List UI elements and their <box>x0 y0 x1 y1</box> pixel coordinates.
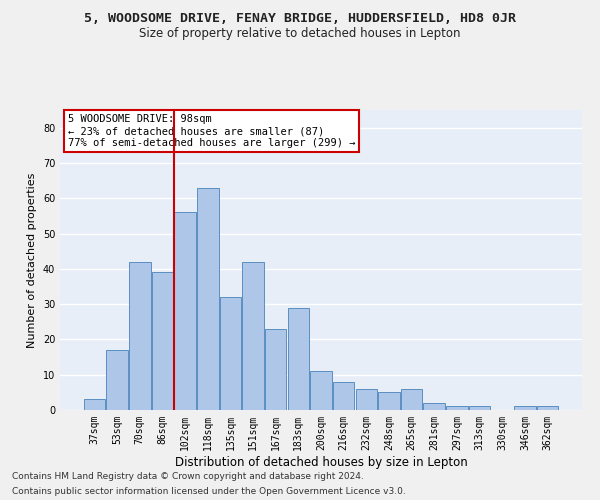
Bar <box>265 329 286 410</box>
Text: 5 WOODSOME DRIVE: 98sqm
← 23% of detached houses are smaller (87)
77% of semi-de: 5 WOODSOME DRIVE: 98sqm ← 23% of detache… <box>68 114 355 148</box>
Bar <box>197 188 218 410</box>
Bar <box>356 389 377 410</box>
Text: Contains HM Land Registry data © Crown copyright and database right 2024.: Contains HM Land Registry data © Crown c… <box>12 472 364 481</box>
Bar <box>401 389 422 410</box>
Bar <box>175 212 196 410</box>
Bar <box>129 262 151 410</box>
Bar <box>469 406 490 410</box>
Bar <box>287 308 309 410</box>
Bar <box>537 406 558 410</box>
Bar <box>220 297 241 410</box>
Bar <box>424 403 445 410</box>
X-axis label: Distribution of detached houses by size in Lepton: Distribution of detached houses by size … <box>175 456 467 468</box>
Bar <box>84 400 105 410</box>
Bar <box>152 272 173 410</box>
Bar <box>106 350 128 410</box>
Bar <box>446 406 467 410</box>
Text: 5, WOODSOME DRIVE, FENAY BRIDGE, HUDDERSFIELD, HD8 0JR: 5, WOODSOME DRIVE, FENAY BRIDGE, HUDDERS… <box>84 12 516 26</box>
Y-axis label: Number of detached properties: Number of detached properties <box>27 172 37 348</box>
Bar <box>514 406 536 410</box>
Bar <box>242 262 264 410</box>
Bar <box>310 371 332 410</box>
Bar <box>378 392 400 410</box>
Bar <box>333 382 355 410</box>
Text: Contains public sector information licensed under the Open Government Licence v3: Contains public sector information licen… <box>12 487 406 496</box>
Text: Size of property relative to detached houses in Lepton: Size of property relative to detached ho… <box>139 28 461 40</box>
